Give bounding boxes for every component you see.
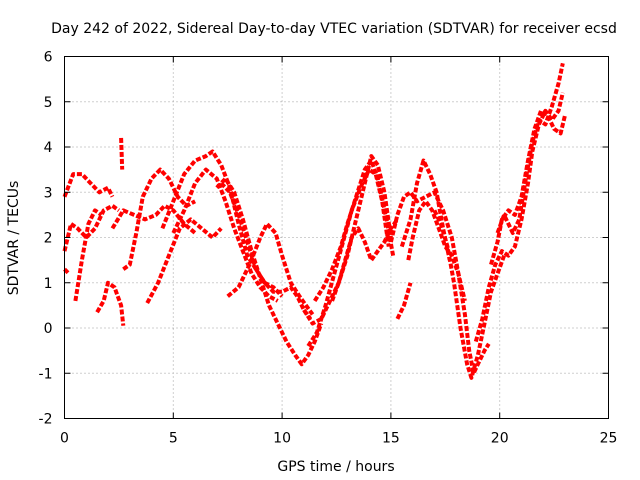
series-trace [215,176,324,367]
series-trace [495,62,565,235]
series-trace [160,149,284,298]
series-trace [73,208,103,302]
y-tick-label: -1 [39,366,53,382]
x-tick-label: 0 [60,431,69,447]
y-tick-label: 6 [44,50,53,66]
series-trace [432,209,506,380]
chart-title: Day 242 of 2022, Sidereal Day-to-day VTE… [51,21,617,37]
series-trace [110,203,197,235]
series-trace [489,108,567,266]
x-tick-label: 10 [273,431,291,447]
y-tick-label: 5 [44,95,53,111]
series-trace [313,158,396,302]
series-trace [119,137,125,170]
grid [64,56,609,419]
y-tick-label: 3 [44,185,53,201]
ticks: 0 5 10 15 20 25 -2 -1 0 1 2 3 4 5 6 [39,50,618,447]
series-trace [145,217,223,305]
y-axis-label: SDTVAR / TECUs [6,181,22,296]
y-tick-label: -2 [39,412,53,428]
series-trace [406,199,467,302]
x-tick-label: 25 [600,431,618,447]
series-layer [62,62,567,380]
series-trace [219,181,313,321]
series-trace [122,167,197,271]
series-trace [95,280,126,326]
series-trace [226,221,315,316]
x-tick-label: 5 [169,431,178,447]
series-trace [62,172,115,198]
x-axis-label: GPS time / hours [277,459,394,475]
series-trace [62,203,121,252]
x-tick-label: 15 [382,431,400,447]
series-trace [63,267,71,276]
series-trace [330,218,400,302]
x-tick-label: 20 [491,431,509,447]
y-tick-label: 4 [44,140,53,156]
y-tick-label: 2 [44,231,53,247]
y-tick-label: 0 [44,321,53,337]
series-trace [395,282,413,320]
y-tick-label: 1 [44,276,53,292]
